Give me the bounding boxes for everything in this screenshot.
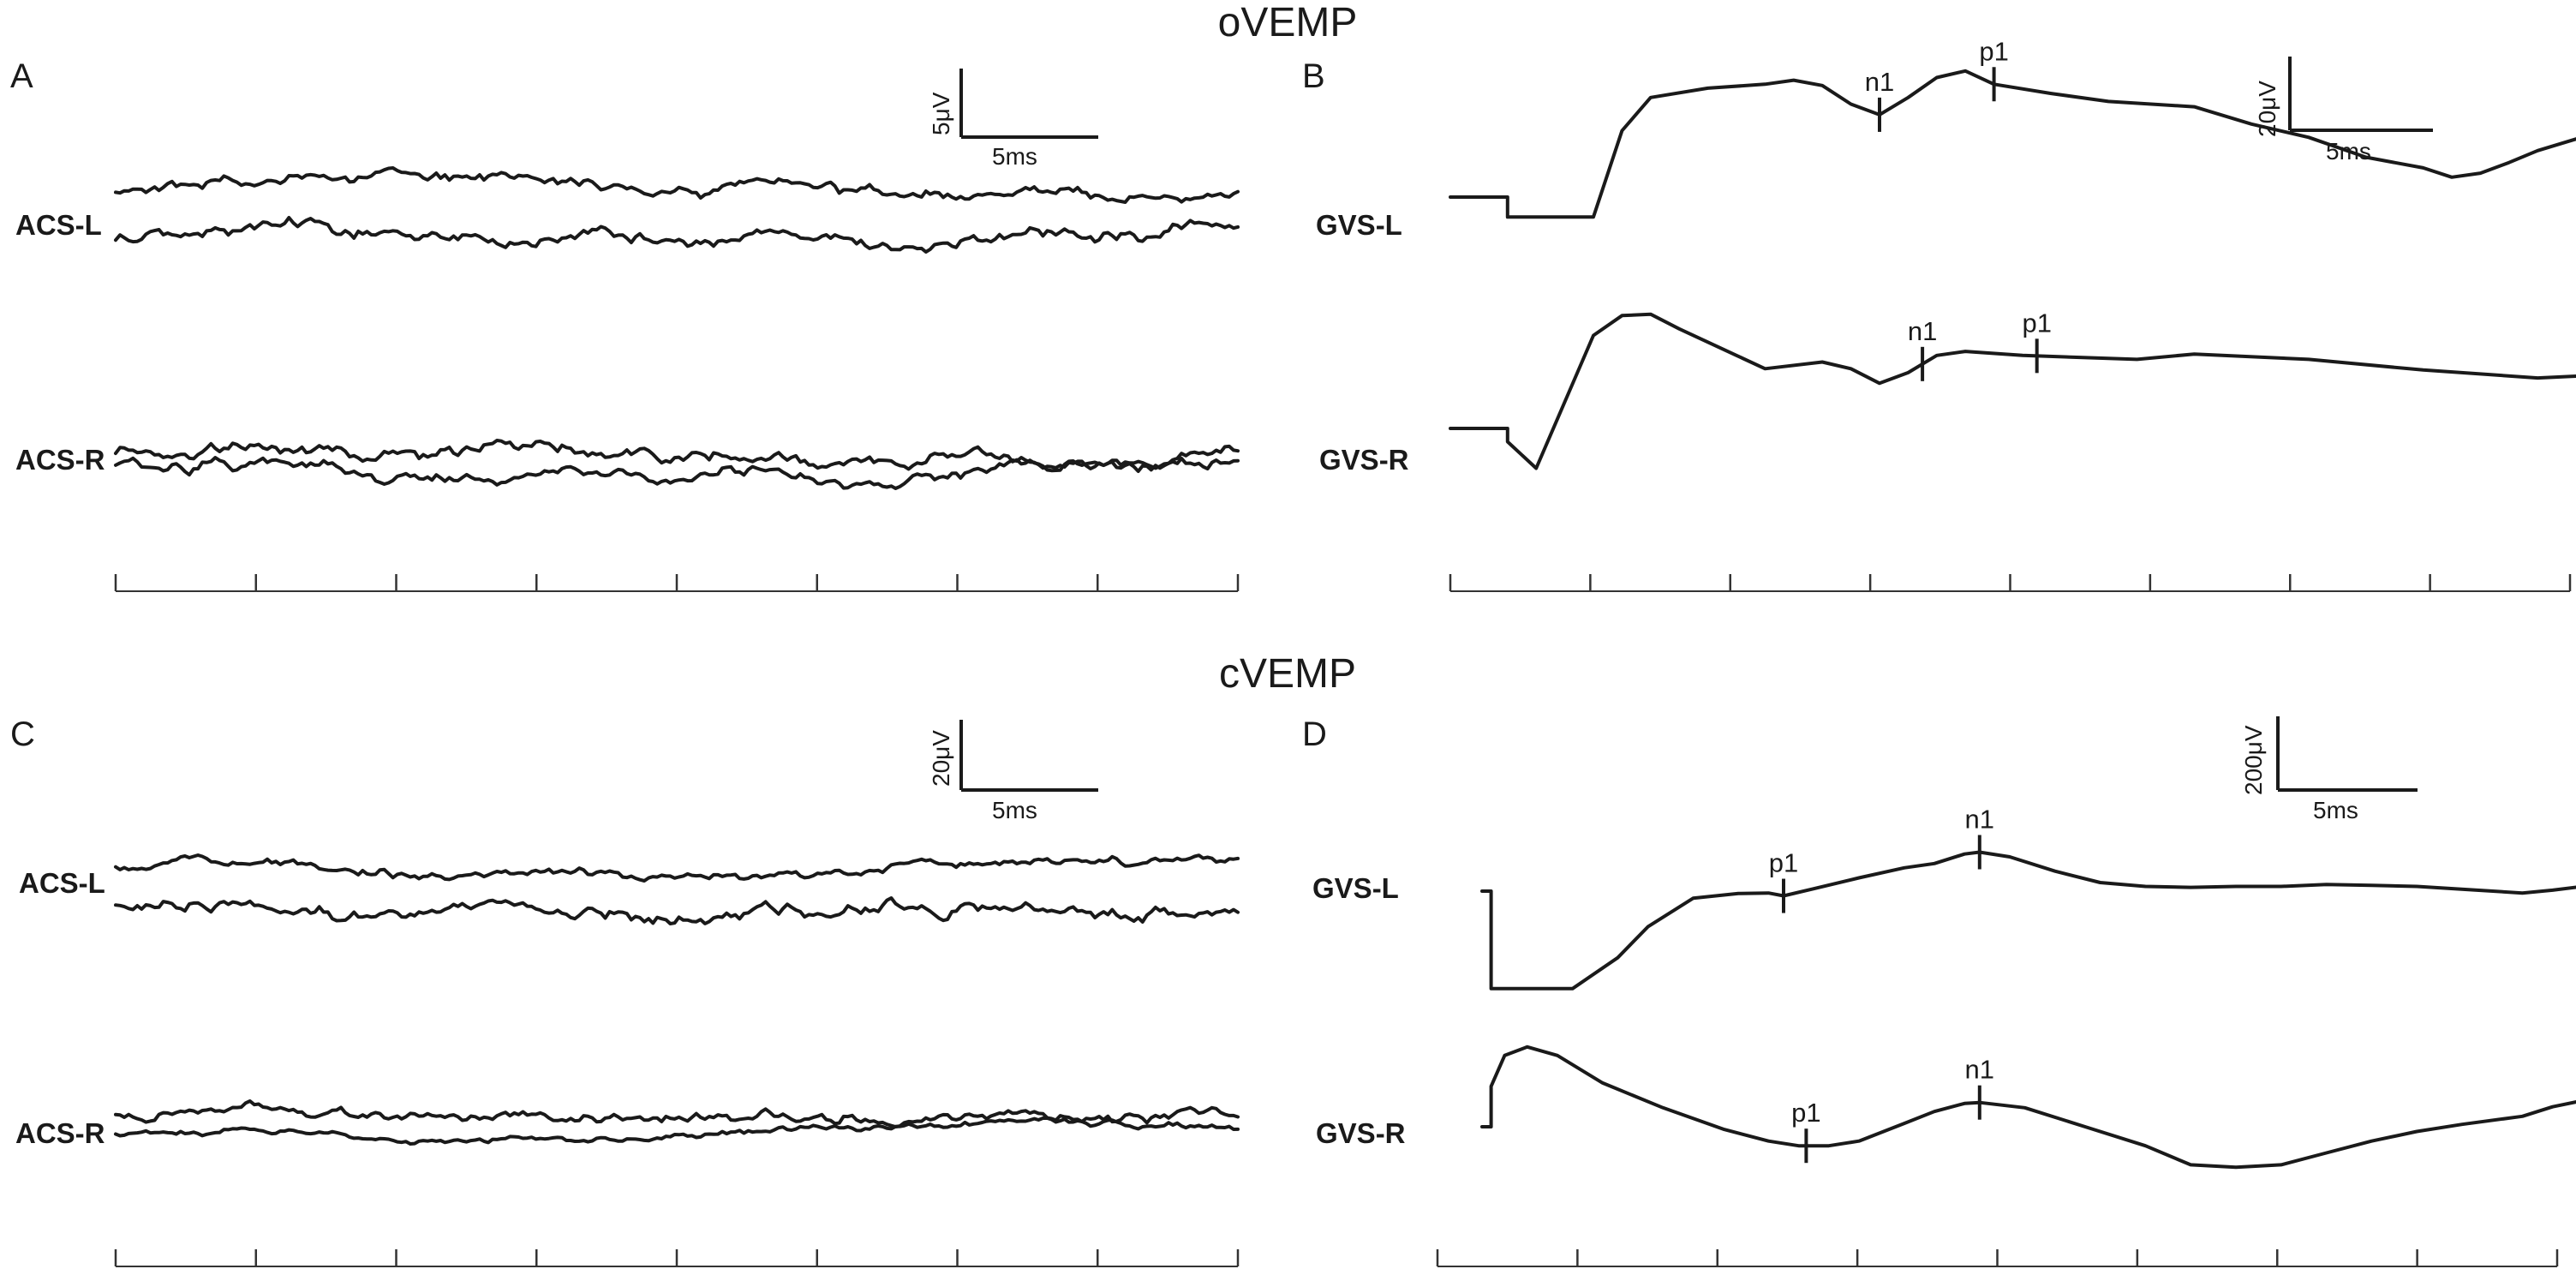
trace-d-gvs-l (1480, 850, 2576, 991)
trace-a-acs-l-1 (114, 166, 1240, 204)
marker-label-b-gvs-r-p1: p1 (2022, 308, 2051, 338)
trace-b-gvs-r (1449, 312, 2576, 470)
trace-label-b-gvs-r: GVS-R (1319, 444, 1409, 476)
trace-a-acs-r-2 (114, 456, 1240, 490)
marker-label-d-gvs-l-p1: p1 (1769, 848, 1798, 878)
marker-label-d-gvs-l-n1: n1 (1965, 804, 1994, 834)
trace-label-a-acs-l: ACS-L (15, 209, 102, 241)
trace-a-acs-r-1 (114, 439, 1240, 473)
chart-marks: n1 p1 n1 p1 p1 n1 p1 n1 (114, 36, 2576, 1267)
trace-b-gvs-l (1449, 69, 2576, 219)
scale-time-label-a: 5ms (992, 143, 1037, 170)
marker-label-b-gvs-l-n1: n1 (1865, 67, 1894, 97)
panel-letter-b: B (1302, 57, 1325, 95)
marker-label-d-gvs-r-n1: n1 (1965, 1055, 1994, 1085)
trace-c-acs-l-1 (114, 853, 1240, 883)
scale-time-label-d: 5ms (2313, 797, 2358, 823)
scale-time-label-c: 5ms (992, 797, 1037, 823)
trace-label-d-gvs-l: GVS-L (1312, 872, 1399, 904)
panel-letter-a: A (10, 57, 33, 95)
trace-c-acs-l-2 (114, 896, 1240, 925)
marker-label-b-gvs-r-n1: n1 (1908, 316, 1937, 346)
trace-label-c-acs-l: ACS-L (19, 867, 105, 899)
trace-label-a-acs-r: ACS-R (15, 444, 105, 476)
trace-a-acs-l-2 (114, 216, 1240, 254)
marker-label-b-gvs-l-p1: p1 (1979, 36, 2008, 66)
panel-letter-c: C (10, 715, 35, 753)
scale-amplitude-label-a: 5μV (928, 92, 954, 135)
trace-label-c-acs-r: ACS-R (15, 1117, 105, 1149)
panel-letter-d: D (1302, 715, 1327, 753)
scale-amplitude-label-c: 20μV (928, 730, 954, 787)
section-title-ovemp: oVEMP (1218, 0, 1358, 45)
trace-c-acs-r-2 (114, 1116, 1240, 1146)
scale-amplitude-label-d: 200μV (2240, 725, 2267, 795)
trace-label-b-gvs-l: GVS-L (1316, 209, 1402, 241)
section-title-cvemp: cVEMP (1219, 651, 1356, 697)
trace-d-gvs-r (1480, 1045, 2576, 1170)
marker-label-d-gvs-r-p1: p1 (1791, 1098, 1820, 1128)
trace-label-d-gvs-r: GVS-R (1316, 1117, 1406, 1149)
